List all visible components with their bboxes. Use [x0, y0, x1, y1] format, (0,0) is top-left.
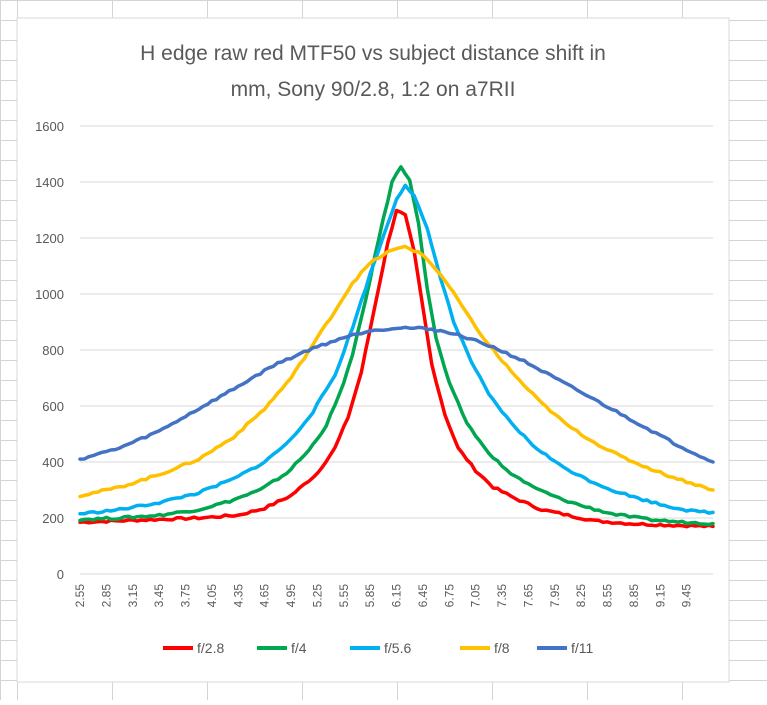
series-line-f11: [78, 325, 715, 464]
x-tick-label: 8.85: [627, 584, 641, 608]
series-line-f8: [78, 244, 715, 499]
y-tick-label: 0: [57, 567, 64, 582]
y-tick-label: 1200: [35, 231, 64, 246]
x-tick-label: 3.75: [179, 584, 193, 608]
x-tick-label: 4.35: [231, 584, 245, 608]
legend-label: f/11: [571, 640, 594, 656]
x-tick-label: 7.95: [548, 584, 562, 608]
series-line-f56: [78, 183, 715, 516]
x-tick-label: 7.65: [521, 584, 535, 608]
legend-label: f/2.8: [197, 640, 224, 656]
x-tick-label: 2.85: [99, 584, 113, 608]
y-tick-label: 200: [42, 511, 64, 526]
x-tick-label: 7.35: [495, 584, 509, 608]
x-tick-label: 8.55: [601, 584, 615, 608]
legend-label: f/8: [494, 640, 510, 656]
y-tick-label: 1600: [35, 119, 64, 134]
x-tick-label: 4.65: [258, 584, 272, 608]
legend-label: f/5.6: [384, 640, 411, 656]
x-tick-label: 6.15: [390, 584, 404, 608]
x-tick-label: 4.05: [205, 584, 219, 608]
y-tick-label: 600: [42, 399, 64, 414]
chart-title-line-2: mm, Sony 90/2.8, 1:2 on a7RII: [231, 78, 516, 101]
chart-title-line-1: H edge raw red MTF50 vs subject distance…: [140, 42, 606, 65]
x-tick-label: 9.45: [680, 584, 694, 608]
y-tick-label: 1400: [35, 175, 64, 190]
x-tick-label: 8.25: [574, 584, 588, 608]
legend-item: f/8: [460, 640, 510, 656]
series-line-f4: [78, 165, 715, 527]
x-tick-label: 3.45: [152, 584, 166, 608]
x-tick-label: 5.25: [310, 584, 324, 608]
legend: f/2.8 f/4 f/5.6 f/8 f/11: [163, 640, 594, 656]
series-lines: [78, 165, 715, 529]
x-tick-label: 7.05: [469, 584, 483, 608]
legend-label: f/4: [291, 640, 307, 656]
chart-title: H edge raw red MTF50 vs subject distance…: [140, 42, 606, 101]
y-axis-tick-labels: 0 200 400 600 800 1000 1200 1400 1600: [35, 119, 64, 582]
x-tick-label: 4.95: [284, 584, 298, 608]
x-tick-label: 6.45: [416, 584, 430, 608]
x-tick-label: 9.15: [653, 584, 667, 608]
horizontal-gridlines: [80, 125, 713, 575]
legend-item: f/11: [537, 640, 594, 656]
y-tick-label: 800: [42, 343, 64, 358]
x-tick-label: 5.55: [337, 584, 351, 608]
series-line-f28: [78, 208, 715, 529]
x-tick-label: 2.55: [73, 584, 87, 608]
x-tick-label: 3.15: [126, 584, 140, 608]
x-tick-label: 5.85: [363, 584, 377, 608]
x-tick-label: 6.75: [442, 584, 456, 608]
x-axis-tick-labels: 2.55 2.85 3.15 3.45 3.75 4.05 4.35 4.65 4.95 5.25…: [73, 584, 694, 608]
legend-item: f/2.8: [163, 640, 224, 656]
legend-item: f/5.6: [350, 640, 411, 656]
y-tick-label: 400: [42, 455, 64, 470]
y-tick-label: 1000: [35, 287, 64, 302]
legend-item: f/4: [257, 640, 307, 656]
